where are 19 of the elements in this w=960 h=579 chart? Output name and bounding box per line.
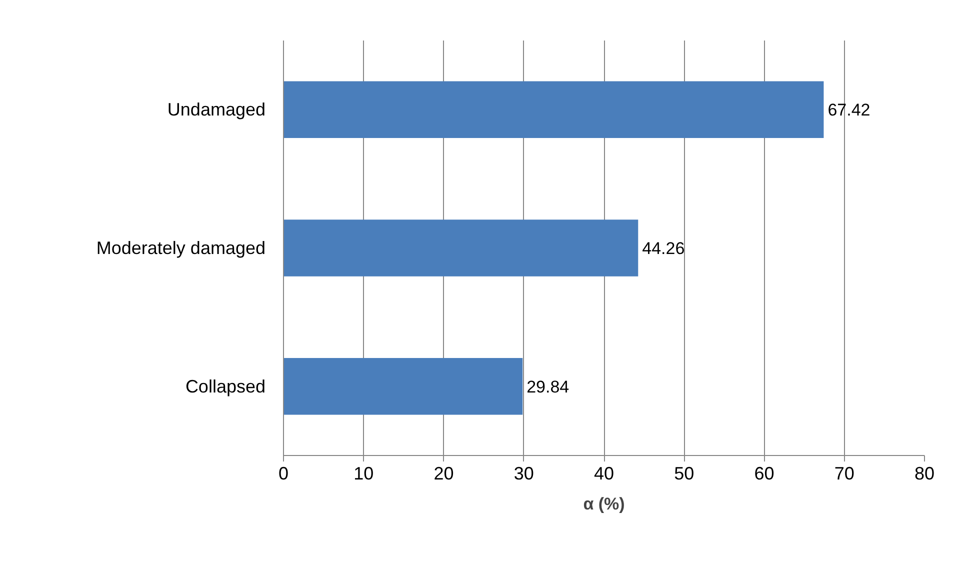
y-tick-label: Collapsed (185, 376, 266, 396)
x-tick-label: 10 (354, 464, 374, 484)
data-label: 67.42 (828, 100, 870, 120)
x-tick-label: 40 (594, 464, 614, 484)
x-tick-label: 50 (674, 464, 694, 484)
x-axis-title: α (%) (583, 494, 625, 514)
bar (284, 358, 523, 415)
data-label: 29.84 (526, 377, 570, 396)
bar (284, 81, 824, 138)
x-tick-label: 20 (434, 464, 454, 484)
x-tick-label: 70 (834, 464, 854, 484)
data-label: 44.26 (642, 239, 685, 258)
x-tick-label: 80 (914, 464, 935, 484)
bar (284, 220, 638, 276)
x-tick-label: 30 (514, 464, 534, 484)
x-tick-label: 0 (278, 464, 289, 484)
y-tick-label: Undamaged (167, 100, 266, 120)
y-tick-label: Moderately damaged (96, 238, 266, 258)
x-tick-label: 60 (754, 464, 774, 484)
